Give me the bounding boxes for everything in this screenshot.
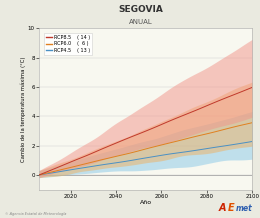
X-axis label: Año: Año <box>140 200 152 205</box>
Legend: RCP8.5    ( 14 ), RCP6.0    (  6 ), RCP4.5    ( 13 ): RCP8.5 ( 14 ), RCP6.0 ( 6 ), RCP4.5 ( 13… <box>44 33 92 54</box>
Y-axis label: Cambio de la temperatura máxima (°C): Cambio de la temperatura máxima (°C) <box>21 56 27 162</box>
Text: met: met <box>235 204 252 213</box>
Text: SEGOVIA: SEGOVIA <box>118 5 163 14</box>
Text: ANUAL: ANUAL <box>128 19 152 25</box>
Text: E: E <box>228 203 234 213</box>
Text: A: A <box>218 203 226 213</box>
Text: © Agencia Estatal de Meteorología: © Agencia Estatal de Meteorología <box>5 212 67 216</box>
